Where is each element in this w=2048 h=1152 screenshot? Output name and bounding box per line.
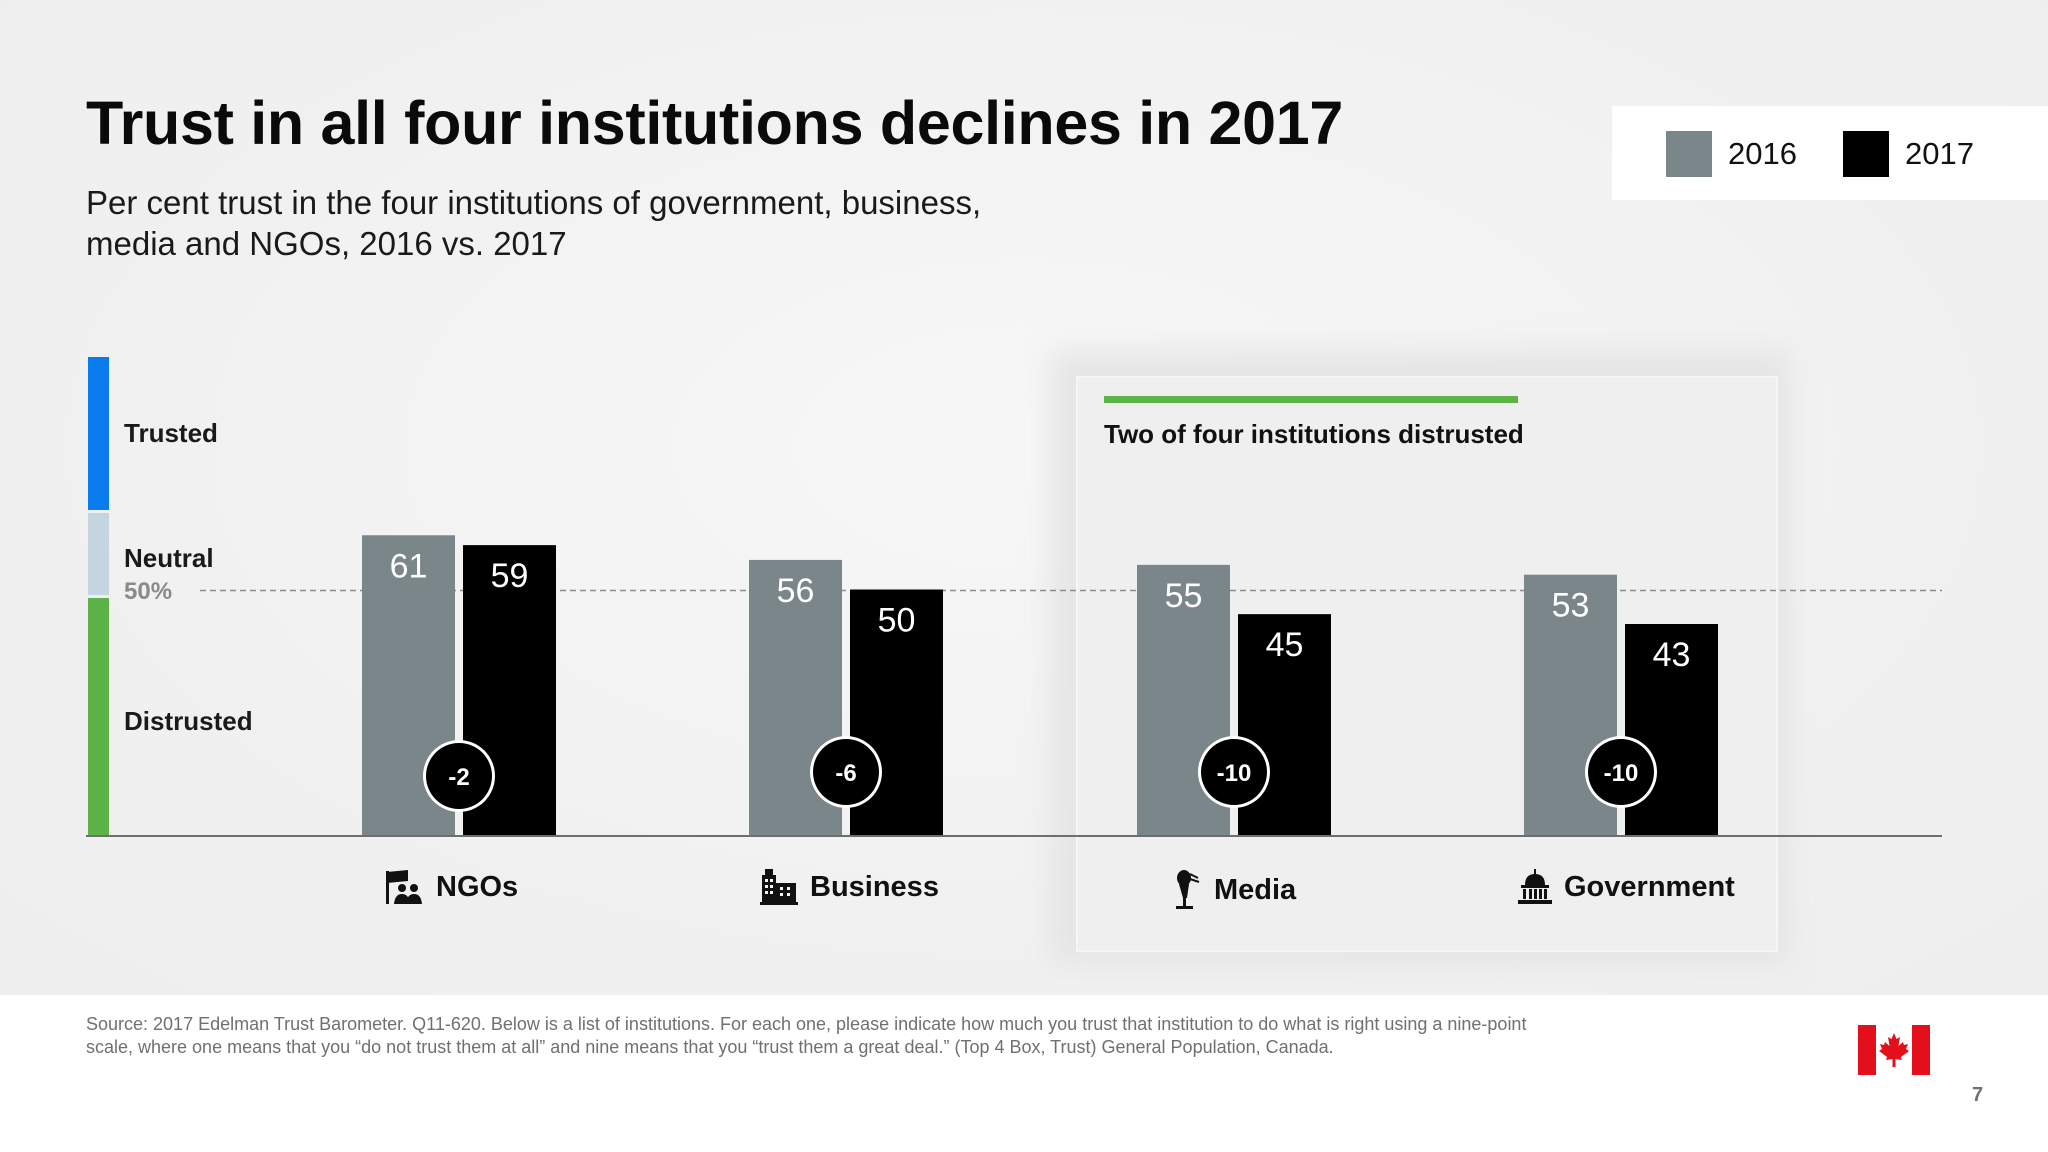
change-label-ngos: -2 bbox=[448, 764, 469, 791]
business-icon bbox=[760, 869, 798, 905]
legend-label-2017: 2017 bbox=[1905, 136, 1974, 171]
ngo-icon bbox=[386, 870, 422, 904]
value-label-government-2016: 53 bbox=[1552, 587, 1590, 625]
source-note: Source: 2017 Edelman Trust Barometer. Q1… bbox=[86, 1014, 1527, 1057]
scale-neutral-label: Neutral bbox=[124, 543, 214, 573]
category-label-business: Business bbox=[810, 870, 939, 903]
value-label-ngos-2016: 61 bbox=[390, 547, 428, 585]
change-label-business: -6 bbox=[835, 760, 856, 787]
page-subtitle: Per cent trust in the four institutions … bbox=[86, 184, 982, 262]
change-label-government: -10 bbox=[1604, 760, 1639, 787]
change-badge-ngos bbox=[426, 743, 492, 809]
scale-trusted-bar bbox=[88, 357, 109, 510]
legend-swatch-2016 bbox=[1666, 131, 1712, 177]
category-business: Business bbox=[760, 862, 939, 912]
legend-item-2017: 2017 bbox=[1843, 130, 1974, 178]
media-icon bbox=[1176, 870, 1200, 909]
legend-swatch-2017 bbox=[1843, 131, 1889, 177]
scale-fifty-label: 50% bbox=[124, 578, 173, 605]
category-government: Government bbox=[1518, 862, 1735, 912]
value-label-media-2017: 45 bbox=[1266, 626, 1304, 664]
category-label-ngos: NGOs bbox=[436, 870, 519, 903]
change-badge-government bbox=[1588, 739, 1654, 805]
value-label-ngos-2017: 59 bbox=[491, 557, 529, 595]
page-number: 7 bbox=[1972, 1084, 1984, 1106]
category-media: Media bbox=[1172, 865, 1296, 915]
legend-item-2016: 2016 bbox=[1666, 130, 1797, 178]
category-label-government: Government bbox=[1564, 870, 1735, 903]
footer bbox=[0, 995, 2048, 1152]
legend-label-2016: 2016 bbox=[1728, 136, 1797, 171]
category-label-media: Media bbox=[1214, 873, 1297, 906]
change-badge-media bbox=[1201, 739, 1267, 805]
bar-chart: 61 59 -2 56 50 -6 55 45 -10 53 43 -10 bbox=[86, 535, 1942, 837]
value-label-government-2017: 43 bbox=[1653, 636, 1691, 674]
scale-distrusted-bar bbox=[88, 598, 109, 836]
scale-trusted-label: Trusted bbox=[124, 418, 218, 448]
change-badge-business bbox=[813, 739, 879, 805]
canada-flag-icon bbox=[1858, 1025, 1930, 1075]
legend: 2016 2017 bbox=[1612, 106, 2048, 200]
value-label-business-2016: 56 bbox=[777, 572, 815, 610]
scale-distrusted-label: Distrusted bbox=[124, 706, 253, 736]
callout-accent-bar bbox=[1104, 396, 1518, 403]
category-ngos: NGOs bbox=[384, 862, 518, 912]
government-icon bbox=[1518, 869, 1552, 904]
callout-text: Two of four institutions distrusted bbox=[1104, 419, 1524, 449]
value-label-business-2017: 50 bbox=[878, 602, 916, 640]
scale-neutral-bar bbox=[88, 513, 109, 595]
page-title: Trust in all four institutions declines … bbox=[86, 89, 1343, 157]
change-label-media: -10 bbox=[1217, 760, 1252, 787]
value-label-media-2016: 55 bbox=[1165, 577, 1203, 615]
